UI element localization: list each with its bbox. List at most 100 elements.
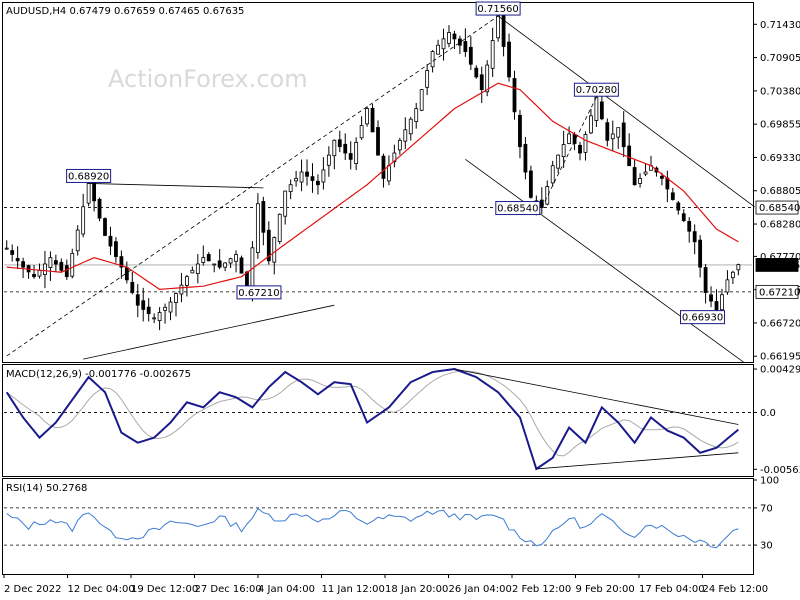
candle-body: [594, 96, 599, 121]
candle-body: [359, 125, 364, 139]
candle-body: [381, 155, 386, 179]
trendline-2: [6, 15, 499, 357]
candle-body: [321, 169, 326, 183]
candle-body: [124, 267, 129, 281]
candle-body: [583, 134, 588, 153]
price-level-label: 0.68540: [759, 203, 800, 214]
macd-trendline-1: [536, 452, 739, 470]
price-tick-label: 0.71430: [760, 20, 800, 31]
macd-panel-frame: [2, 364, 754, 477]
trendline-1: [83, 304, 335, 360]
candle-body: [354, 142, 359, 165]
candle-body: [64, 265, 69, 278]
candle-body: [10, 250, 15, 255]
candle-body: [48, 257, 53, 268]
candle-body: [419, 89, 424, 111]
candle-body: [152, 317, 157, 320]
candle-body: [556, 154, 561, 169]
annotation-box: [236, 285, 282, 300]
macd-layer: [4, 368, 752, 471]
candle-body: [698, 239, 703, 268]
candle-body: [283, 190, 288, 217]
rsi-line: [6, 507, 739, 549]
price-tick-label: 0.66195: [760, 352, 800, 363]
candle-body: [621, 122, 626, 148]
price-header: AUDUSD,H4 0.67479 0.67659 0.67465 0.6763…: [6, 6, 244, 17]
time-tick-label: 26 Jan 04:00: [449, 584, 512, 595]
candle-body: [266, 229, 271, 262]
candle-body: [692, 231, 697, 243]
candle-body: [261, 201, 266, 233]
candle-body: [518, 114, 522, 148]
time-tick-label: 2 Dec 2022: [4, 584, 62, 595]
price-level-box: [755, 258, 799, 272]
candle-body: [305, 171, 309, 177]
candle-body: [59, 261, 64, 271]
candle-body: [316, 180, 320, 186]
candle-body: [676, 202, 681, 211]
price-tick-label: 0.68280: [760, 220, 800, 231]
candle-body: [479, 74, 484, 91]
price-tick-label: 0.67770: [760, 252, 800, 263]
macd-line: [5, 368, 739, 471]
candle-body: [507, 41, 511, 78]
candle-body: [616, 127, 621, 138]
candle-body: [687, 221, 692, 232]
candle-body: [168, 301, 173, 313]
time-tick-label: 17 Feb 04:00: [639, 584, 705, 595]
time-tick-label: 4 Jan 04:00: [258, 584, 315, 595]
candle-body: [32, 274, 36, 278]
price-level-label: 0.67210: [759, 287, 800, 298]
rsi-tick-label: 30: [760, 541, 773, 552]
macd-signal-line: [6, 370, 739, 457]
candle-body: [408, 118, 413, 135]
candle-body: [348, 153, 353, 160]
moving-average-line: [6, 82, 739, 290]
candle-body: [179, 284, 184, 295]
candle-body: [135, 294, 140, 306]
candle-body: [92, 182, 96, 202]
price-layer: 0.68920 0.67210 0.71560 0.68540 0.70280 0.669…: [4, 1, 755, 363]
price-panel-frame: [2, 2, 754, 363]
price-level-box: [755, 200, 799, 215]
candle-body: [185, 276, 189, 286]
candle-body: [212, 263, 217, 266]
candle-body: [736, 264, 741, 271]
candle-body: [578, 144, 582, 154]
candle-body: [397, 139, 402, 151]
candle-body: [255, 203, 260, 253]
candle-body: [97, 198, 102, 219]
candle-body: [130, 281, 135, 293]
candle-body: [545, 186, 550, 205]
candle-body: [709, 294, 713, 302]
candle-body: [496, 15, 501, 39]
candle-body: [141, 300, 146, 310]
time-tick-label: 9 Feb 20:00: [576, 584, 635, 595]
price-tick-label: 0.69330: [760, 153, 800, 164]
candle-body: [638, 177, 642, 184]
candle-body: [310, 176, 315, 181]
candle-body: [15, 258, 20, 262]
candle-body: [720, 294, 724, 311]
rsi-layer: [4, 507, 752, 549]
candle-body: [53, 260, 58, 265]
candle-body: [414, 108, 419, 122]
annotation-box: [66, 168, 112, 183]
candle-body: [441, 38, 446, 50]
candle-body: [490, 40, 495, 69]
candle-body: [436, 44, 440, 55]
candle-body: [425, 70, 430, 88]
candle-body: [201, 257, 206, 263]
time-tick-label: 11 Jan 12:00: [322, 584, 385, 595]
annotation-label: 0.67210: [238, 288, 279, 299]
trendline-4: [465, 159, 745, 363]
candle-body: [387, 165, 391, 182]
candle-body: [299, 171, 304, 183]
candle-body: [21, 261, 26, 268]
candle-body: [75, 229, 80, 252]
candle-body: [228, 258, 233, 264]
annotation-label: 0.68920: [68, 171, 109, 182]
candle-body: [714, 301, 719, 311]
time-tick-label: 12 Dec 04:00: [68, 584, 135, 595]
